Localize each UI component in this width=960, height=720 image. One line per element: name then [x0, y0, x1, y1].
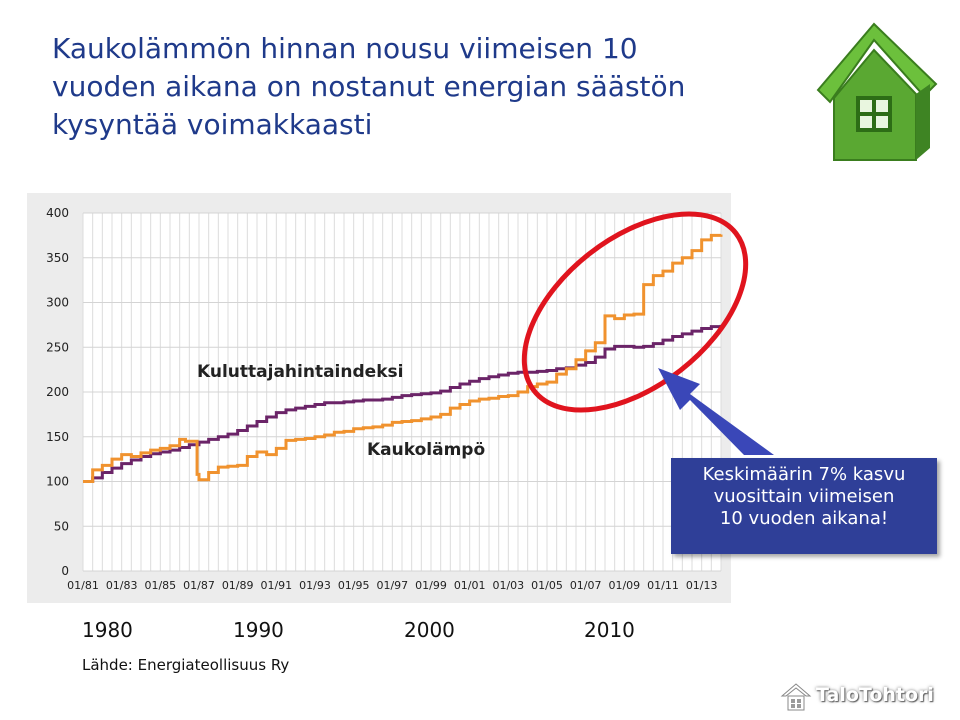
y-tick-label: 150 [46, 430, 69, 444]
x-tick-label: 01/01 [454, 579, 486, 592]
x-tick-label: 01/11 [647, 579, 679, 592]
chart-panel: 0 50 100 150 200 250 300 350 400 01/81 01/83 01/85… [27, 193, 731, 603]
green-house-icon [816, 22, 938, 161]
y-tick-label: 100 [46, 475, 69, 489]
y-tick-label: 0 [61, 564, 69, 578]
y-tick-label: 200 [46, 385, 69, 399]
house-brand-icon [780, 683, 812, 711]
callout-line-1: Keskimäärin 7% kasvu [702, 464, 906, 485]
y-tick-label: 50 [54, 519, 69, 533]
price-index-chart: 0 50 100 150 200 250 300 350 400 01/81 01/83 01/85… [46, 206, 723, 592]
x-tick-label: 01/99 [415, 579, 447, 592]
title-line-1: Kaukolämmön hinnan nousu viimeisen 10 [52, 32, 638, 65]
y-tick-label: 350 [46, 251, 69, 265]
growth-callout: Keskimäärin 7% kasvu vuosittain viimeise… [671, 458, 937, 554]
x-tick-label: 01/91 [260, 579, 292, 592]
x-axis-ticks: 01/81 01/83 01/85 01/87 01/89 01/91 01/93 01/95… [67, 579, 717, 592]
y-tick-label: 400 [46, 206, 69, 220]
decade-label-1980: 1980 [82, 618, 133, 642]
label-kuluttajahintaindeksi: Kuluttajahintaindeksi [197, 362, 403, 382]
x-tick-label: 01/95 [338, 579, 370, 592]
x-tick-label: 01/03 [492, 579, 524, 592]
x-tick-label: 01/89 [222, 579, 254, 592]
y-axis-ticks: 0 50 100 150 200 250 300 350 400 [46, 206, 69, 578]
title-line-2: vuoden aikana on nostanut energian sääst… [52, 70, 686, 103]
x-tick-label: 01/81 [67, 579, 99, 592]
x-tick-label: 01/09 [608, 579, 640, 592]
x-tick-label: 01/05 [531, 579, 563, 592]
x-tick-label: 01/07 [570, 579, 602, 592]
callout-line-2: vuosittain viimeisen [713, 486, 895, 507]
x-tick-label: 01/97 [376, 579, 408, 592]
x-tick-label: 01/87 [183, 579, 215, 592]
source-note: Lähde: Energiateollisuus Ry [82, 656, 290, 674]
x-tick-label: 01/85 [144, 579, 176, 592]
callout-line-3: 10 vuoden aikana! [719, 508, 889, 529]
decade-label-2010: 2010 [584, 618, 635, 642]
x-tick-label: 01/83 [106, 579, 138, 592]
decade-label-1990: 1990 [233, 618, 284, 642]
slide-title: Kaukolämmön hinnan nousu viimeisen 10 vu… [52, 30, 752, 144]
title-line-3: kysyntää voimakkaasti [52, 108, 373, 141]
y-tick-label: 300 [46, 296, 69, 310]
y-tick-label: 250 [46, 340, 69, 354]
label-kaukolampo: Kaukolämpö [367, 440, 485, 460]
x-tick-label: 01/93 [299, 579, 331, 592]
brand-logo: TaloTohtori [780, 680, 950, 714]
decade-label-2000: 2000 [404, 618, 455, 642]
x-tick-label: 01/13 [686, 579, 718, 592]
brand-name: TaloTohtori [816, 684, 934, 706]
